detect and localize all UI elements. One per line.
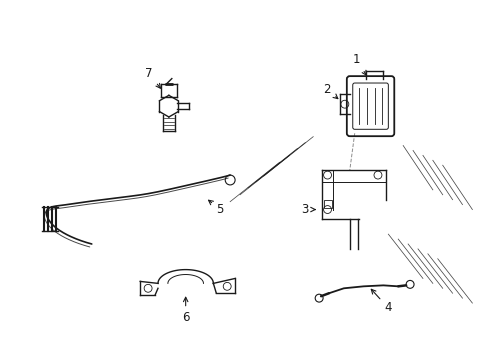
Text: 1: 1	[352, 53, 366, 75]
Text: 4: 4	[370, 289, 391, 315]
Text: 3: 3	[301, 203, 315, 216]
Text: 5: 5	[208, 200, 224, 216]
Text: 7: 7	[145, 67, 160, 88]
Text: 6: 6	[182, 297, 189, 324]
Text: 2: 2	[323, 83, 337, 99]
